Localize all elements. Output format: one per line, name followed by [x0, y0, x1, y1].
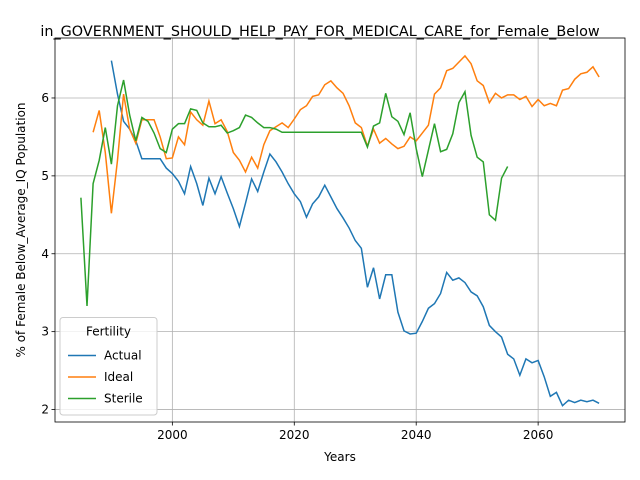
y-tick-label: 5	[41, 169, 49, 183]
y-tick-label: 4	[41, 247, 49, 261]
axes-frame	[54, 37, 626, 423]
line-series	[92, 54, 600, 214]
x-tick-label: 2020	[279, 428, 310, 442]
line-series	[110, 60, 600, 407]
legend-box	[59, 317, 158, 416]
legend-label: Ideal	[104, 370, 133, 384]
legend-title: Fertility	[86, 325, 131, 339]
chart-title: in_GOVERNMENT_SHOULD_HELP_PAY_FOR_MEDICA…	[40, 24, 600, 40]
y-axis-label: % of Female Below_Average_IQ Population	[14, 102, 28, 357]
x-tick-label: 2060	[523, 428, 554, 442]
x-tick-label: 2040	[401, 428, 432, 442]
line-series	[80, 79, 509, 306]
legend-label: Actual	[104, 349, 142, 363]
y-tick-label: 2	[41, 403, 49, 417]
y-tick-label: 6	[41, 91, 49, 105]
legend-label: Sterile	[104, 392, 143, 406]
x-axis-label: Years	[323, 450, 356, 464]
x-tick-label: 2000	[157, 428, 188, 442]
y-tick-label: 3	[41, 325, 49, 339]
